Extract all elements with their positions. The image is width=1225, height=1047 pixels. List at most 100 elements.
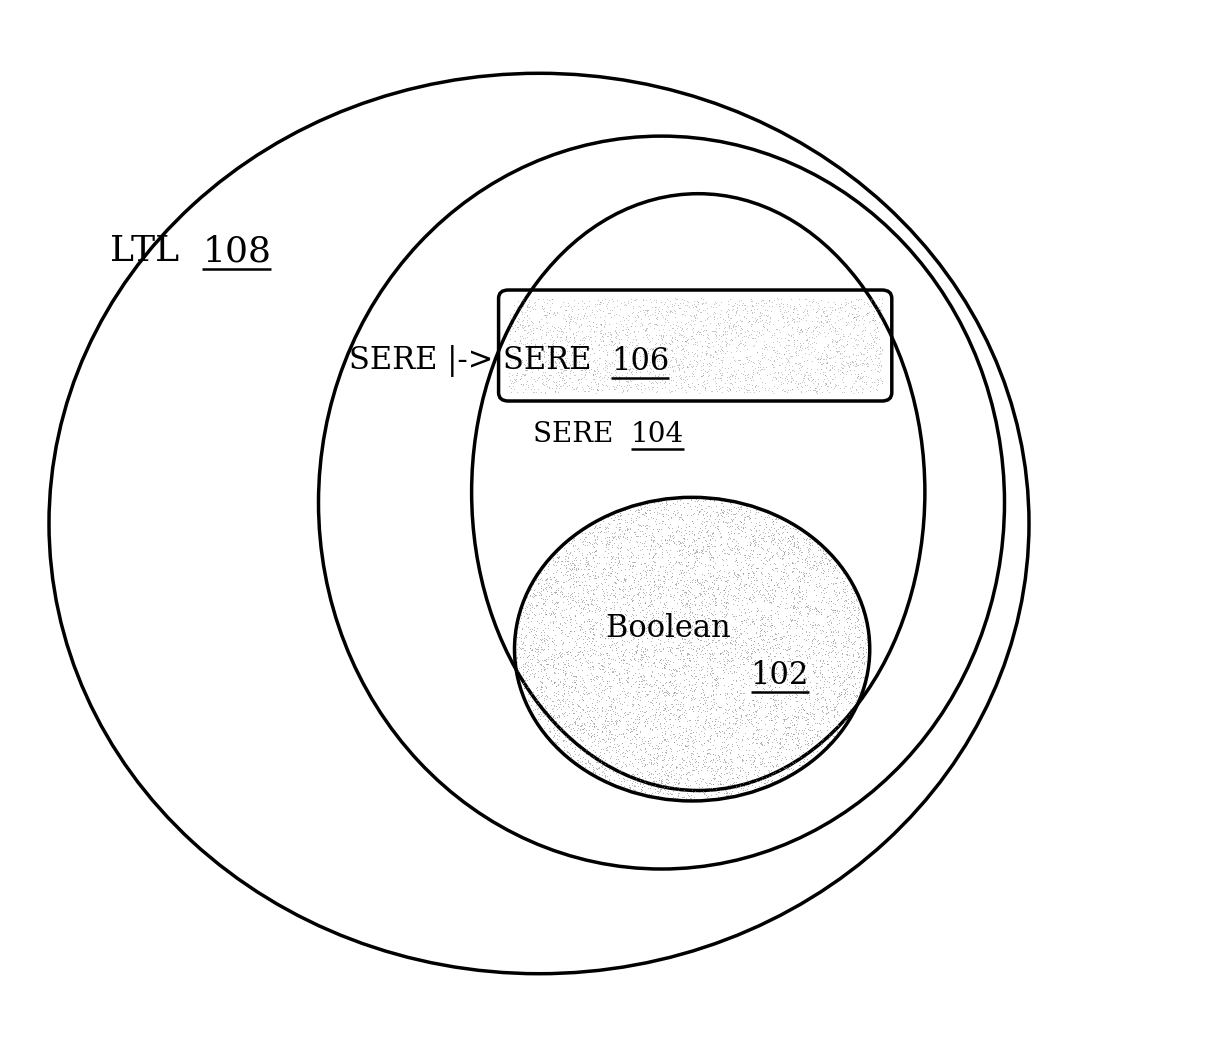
Point: [697, 696, 717, 713]
Point: [687, 744, 707, 761]
Point: [535, 591, 555, 607]
Point: [644, 614, 664, 630]
Point: [811, 606, 831, 623]
Point: [537, 327, 556, 343]
Point: [712, 644, 731, 661]
Point: [639, 340, 659, 357]
Point: [561, 644, 581, 661]
Point: [523, 661, 543, 677]
Point: [708, 580, 728, 597]
Point: [823, 641, 843, 658]
Point: [794, 675, 813, 692]
Point: [663, 357, 682, 374]
Point: [673, 306, 692, 322]
Point: [685, 333, 704, 350]
Point: [600, 654, 620, 671]
Point: [864, 331, 883, 348]
Point: [695, 362, 714, 379]
Point: [822, 626, 842, 643]
Point: [745, 666, 764, 683]
Point: [839, 626, 859, 643]
Point: [535, 384, 555, 401]
Point: [709, 355, 729, 372]
Point: [624, 297, 643, 314]
Point: [812, 667, 832, 684]
Point: [517, 678, 537, 695]
Point: [764, 648, 784, 665]
Point: [621, 651, 641, 668]
Point: [654, 567, 674, 584]
Point: [829, 691, 849, 708]
Point: [541, 361, 561, 378]
Point: [501, 380, 521, 397]
Point: [682, 737, 702, 754]
Point: [784, 666, 804, 683]
Point: [736, 637, 756, 653]
Point: [794, 757, 813, 774]
Point: [519, 647, 539, 664]
Point: [679, 737, 698, 754]
Point: [616, 725, 636, 741]
Point: [586, 316, 605, 333]
Point: [722, 737, 741, 754]
Point: [657, 733, 676, 750]
Point: [791, 382, 811, 399]
Point: [631, 775, 650, 792]
Point: [550, 604, 570, 621]
Point: [838, 328, 858, 344]
Point: [577, 557, 597, 574]
Point: [649, 538, 669, 555]
Point: [741, 661, 761, 677]
Point: [614, 571, 633, 587]
Point: [611, 659, 631, 675]
Point: [735, 495, 755, 512]
Point: [627, 642, 647, 659]
Point: [653, 652, 673, 669]
Point: [573, 669, 593, 686]
Point: [601, 692, 621, 709]
Point: [826, 698, 845, 715]
Point: [684, 366, 703, 383]
Point: [554, 539, 573, 556]
Point: [739, 312, 758, 329]
Point: [747, 363, 767, 380]
Point: [584, 681, 604, 697]
Point: [744, 781, 763, 798]
Point: [772, 365, 791, 382]
Point: [685, 621, 704, 638]
Point: [639, 314, 659, 331]
Point: [568, 539, 588, 556]
Point: [734, 655, 753, 672]
Point: [813, 363, 833, 380]
Point: [806, 659, 826, 675]
Point: [627, 718, 647, 735]
Point: [824, 686, 844, 703]
Point: [742, 730, 762, 747]
Point: [658, 534, 677, 551]
Point: [718, 524, 737, 540]
Point: [805, 340, 824, 357]
Point: [725, 307, 745, 324]
Point: [555, 587, 575, 604]
Point: [717, 506, 736, 522]
Point: [717, 785, 736, 802]
Point: [615, 744, 635, 761]
Point: [712, 536, 731, 553]
Point: [653, 508, 673, 525]
Point: [561, 616, 581, 632]
Point: [720, 681, 740, 697]
Point: [772, 551, 791, 567]
Point: [684, 559, 703, 576]
Point: [666, 625, 686, 642]
Point: [573, 550, 593, 566]
Point: [701, 508, 720, 525]
Point: [772, 363, 791, 380]
Point: [779, 719, 799, 736]
Point: [710, 645, 730, 662]
Point: [673, 727, 692, 743]
Point: [606, 367, 626, 384]
Point: [594, 659, 614, 675]
Point: [764, 665, 784, 682]
Point: [624, 557, 643, 574]
Point: [816, 645, 835, 662]
